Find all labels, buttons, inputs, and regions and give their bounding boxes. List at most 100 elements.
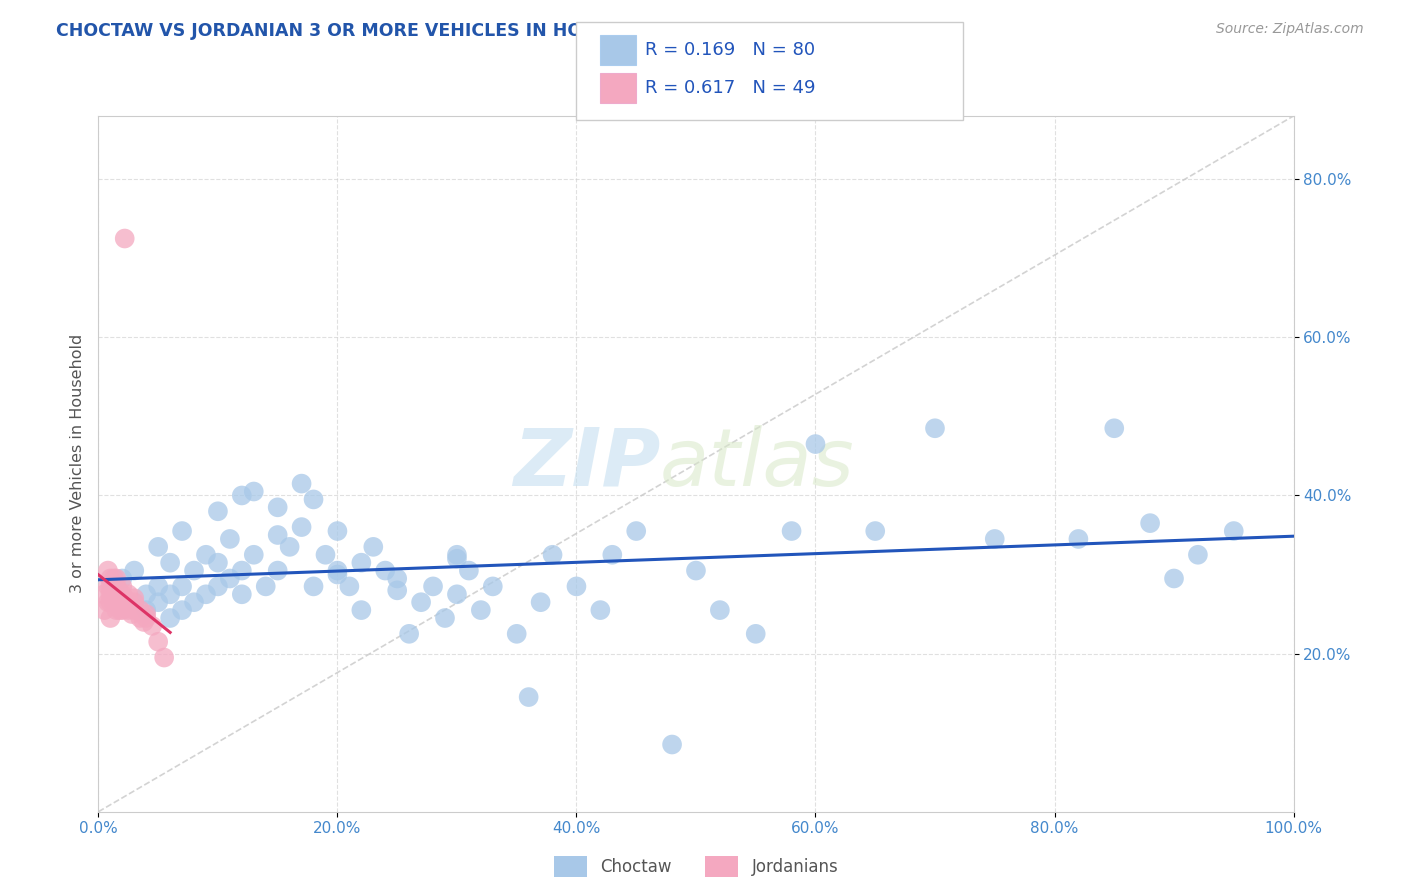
Point (98, 595, 122, 609)
Text: R = 0.169   N = 80: R = 0.169 N = 80 (645, 41, 815, 59)
Point (267, 564, 290, 578)
Point (350, 603, 373, 617)
Point (108, 595, 131, 609)
Point (624, 524, 647, 538)
Point (254, 579, 277, 593)
Point (326, 564, 349, 578)
Point (1102, 421, 1125, 435)
Point (97, 564, 120, 578)
Point (924, 421, 946, 435)
Point (458, 564, 481, 578)
Point (98, 579, 122, 593)
Point (121, 607, 143, 621)
Point (302, 492, 325, 507)
Point (267, 528, 290, 542)
Point (326, 567, 349, 582)
Point (132, 615, 155, 629)
Point (101, 579, 124, 593)
Point (1163, 572, 1185, 586)
Point (117, 595, 139, 609)
Point (326, 524, 349, 538)
Point (398, 627, 420, 641)
Point (1187, 548, 1209, 562)
Point (135, 587, 157, 601)
Text: ZIP: ZIP (513, 425, 661, 503)
Point (117, 603, 139, 617)
Point (506, 627, 529, 641)
Point (124, 564, 146, 578)
Point (159, 611, 181, 625)
Point (98, 587, 122, 601)
Point (422, 579, 444, 593)
Point (194, 587, 217, 601)
Point (219, 532, 242, 546)
Point (141, 619, 163, 633)
Point (207, 579, 229, 593)
Point (97, 579, 120, 593)
Point (105, 603, 128, 617)
Point (446, 551, 468, 566)
Point (302, 579, 325, 593)
Point (114, 231, 136, 245)
Text: CHOCTAW VS JORDANIAN 3 OR MORE VEHICLES IN HOUSEHOLD CORRELATION CHART: CHOCTAW VS JORDANIAN 3 OR MORE VEHICLES … (56, 22, 890, 40)
Point (267, 500, 290, 515)
Point (103, 587, 125, 601)
Point (93, 587, 115, 601)
Point (105, 595, 128, 609)
Point (661, 738, 683, 752)
Point (103, 572, 125, 586)
Text: Source: ZipAtlas.com: Source: ZipAtlas.com (1216, 22, 1364, 37)
Point (172, 579, 194, 593)
Point (159, 556, 181, 570)
Point (172, 603, 194, 617)
Point (124, 603, 146, 617)
Point (315, 548, 337, 562)
Point (153, 650, 176, 665)
Text: atlas: atlas (661, 425, 855, 503)
Point (103, 595, 125, 609)
Point (121, 599, 143, 614)
Point (207, 504, 229, 518)
Point (111, 603, 134, 617)
Point (446, 548, 468, 562)
Point (114, 595, 136, 609)
Point (385, 572, 409, 586)
Point (105, 587, 128, 601)
Point (517, 690, 540, 704)
Point (231, 587, 253, 601)
Point (565, 579, 588, 593)
Point (135, 603, 157, 617)
Point (101, 587, 124, 601)
Point (148, 634, 170, 648)
Point (183, 595, 205, 609)
Point (111, 587, 134, 601)
Point (219, 572, 242, 586)
Point (374, 564, 396, 578)
Point (124, 591, 146, 606)
Point (98, 572, 122, 586)
Point (1139, 516, 1161, 530)
Point (385, 583, 409, 598)
Point (433, 611, 456, 625)
Point (105, 579, 128, 593)
Point (148, 595, 170, 609)
Point (105, 572, 128, 586)
Point (114, 591, 136, 606)
Point (93, 603, 115, 617)
Point (98, 611, 122, 625)
Point (111, 579, 134, 593)
Point (278, 540, 301, 554)
Point (107, 583, 129, 598)
Point (207, 556, 229, 570)
Legend: Choctaw, Jordanians: Choctaw, Jordanians (547, 850, 845, 883)
Point (685, 564, 707, 578)
Point (1067, 532, 1090, 546)
Point (231, 488, 253, 502)
Point (541, 548, 564, 562)
Point (780, 524, 803, 538)
Point (804, 437, 827, 451)
Point (290, 520, 312, 534)
Point (148, 540, 170, 554)
Y-axis label: 3 or more Vehicles in Household: 3 or more Vehicles in Household (69, 334, 84, 593)
Point (600, 548, 623, 562)
